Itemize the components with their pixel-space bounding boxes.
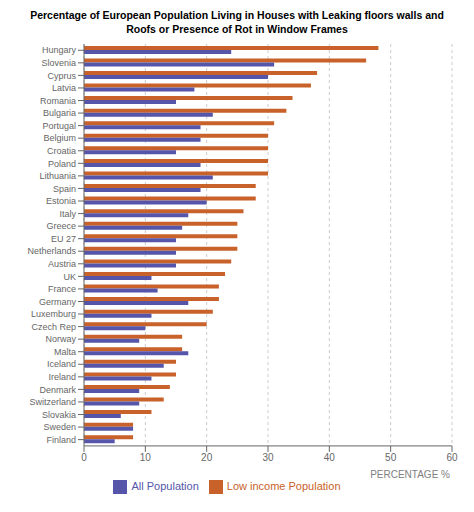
svg-text:Czech Rep: Czech Rep <box>31 322 76 332</box>
svg-text:France: France <box>48 284 76 294</box>
svg-text:Estonia: Estonia <box>46 196 76 206</box>
svg-text:Malta: Malta <box>54 347 76 357</box>
svg-text:30: 30 <box>262 452 274 463</box>
html-text:Low income Population: Low income Population <box>226 479 341 492</box>
svg-text:Cyprus: Cyprus <box>47 71 76 81</box>
svg-text:Finland: Finland <box>46 435 76 445</box>
svg-text:Austria: Austria <box>48 259 76 269</box>
svg-text:40: 40 <box>324 452 336 463</box>
svg-text:Italy: Italy <box>59 209 76 219</box>
svg-text:Latvia: Latvia <box>52 83 76 93</box>
html-text:Roofs or Presence of Rot in Wi: Roofs or Presence of Rot in Window Frame… <box>126 23 348 35</box>
svg-text:UK: UK <box>63 272 76 282</box>
svg-text:Switzerland: Switzerland <box>29 397 76 407</box>
svg-text:Belgium: Belgium <box>43 133 76 143</box>
html-text:All Population: All Population <box>131 479 199 492</box>
svg-text:Ireland: Ireland <box>48 372 76 382</box>
svg-text:Sweden: Sweden <box>43 422 76 432</box>
svg-text:Croatia: Croatia <box>47 146 76 156</box>
svg-text:10: 10 <box>140 452 152 463</box>
svg-text:Slovakia: Slovakia <box>42 410 76 420</box>
svg-text:0: 0 <box>81 452 87 463</box>
svg-text:Poland: Poland <box>48 159 76 169</box>
svg-text:Norway: Norway <box>45 334 76 344</box>
svg-text:Hungary: Hungary <box>42 45 77 55</box>
svg-text:EU 27: EU 27 <box>51 234 76 244</box>
svg-text:Germany: Germany <box>39 297 77 307</box>
svg-text:Iceland: Iceland <box>47 359 76 369</box>
svg-text:PERCENTAGE %: PERCENTAGE % <box>370 469 450 480</box>
svg-text:Slovenia: Slovenia <box>41 58 76 68</box>
svg-text:60: 60 <box>446 452 458 463</box>
svg-text:Portugal: Portugal <box>42 121 76 131</box>
html-text:Percentage of European Populat: Percentage of European Population Living… <box>30 9 444 21</box>
svg-text:Lithuania: Lithuania <box>39 171 76 181</box>
svg-text:20: 20 <box>201 452 213 463</box>
svg-text:Romania: Romania <box>40 96 76 106</box>
svg-text:50: 50 <box>385 452 397 463</box>
svg-text:Spain: Spain <box>53 184 76 194</box>
svg-text:Luxemburg: Luxemburg <box>31 309 76 319</box>
svg-text:Denmark: Denmark <box>39 385 76 395</box>
svg-text:Netherlands: Netherlands <box>27 246 76 256</box>
svg-text:Greece: Greece <box>46 221 76 231</box>
svg-text:Bulgaria: Bulgaria <box>43 108 76 118</box>
